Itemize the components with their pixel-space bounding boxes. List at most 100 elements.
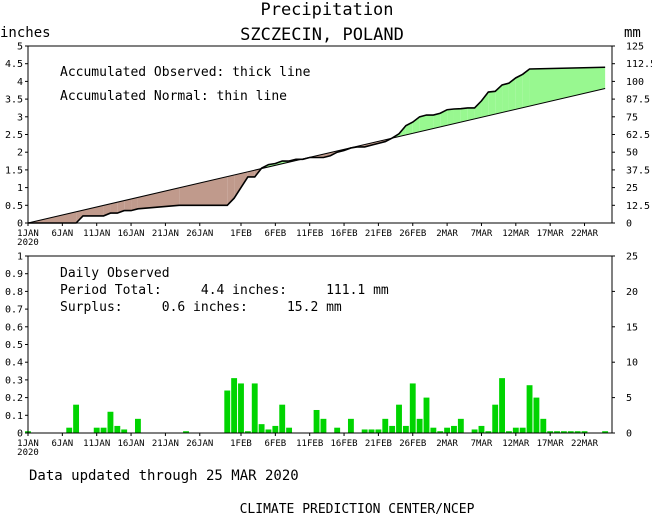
surplus-area	[529, 67, 606, 107]
surplus-area	[440, 109, 448, 127]
daily-bar	[396, 404, 402, 433]
y-tick-label-mm: 37.5	[626, 165, 650, 176]
deficit-area	[103, 203, 111, 216]
y-tick-label-mm: 20	[626, 287, 638, 298]
x-tick-label: 26FEB	[399, 439, 426, 449]
x-tick-label: 17MAR	[537, 229, 565, 239]
y-tick-label-mm: 50	[626, 148, 638, 159]
y-tick-label-inches: 4	[17, 77, 23, 88]
y-tick-label-inches: 0.2	[5, 393, 23, 404]
y-tick-label-mm: 25	[626, 252, 638, 263]
y-tick-label-inches: 0.4	[5, 358, 23, 369]
daily-bar	[451, 425, 457, 433]
x-tick-label: 12MAR	[502, 439, 530, 449]
deficit-area	[179, 176, 228, 206]
daily-bar	[100, 427, 107, 433]
surplus-area	[508, 77, 516, 111]
surplus-area	[460, 107, 468, 123]
x-tick-label: 1JAN	[17, 229, 39, 239]
daily-bar	[107, 411, 114, 433]
daily-bar	[121, 429, 128, 433]
y-tick-label-inches: 0.1	[5, 411, 23, 422]
x-tick-label: 16FEB	[331, 439, 358, 449]
daily-observed-label: Daily Observed	[60, 266, 170, 281]
y-tick-label-inches: 3	[17, 112, 23, 123]
x-tick-label: 21JAN	[152, 229, 179, 239]
accumulated-observed-note: Accumulated Observed: thick line	[60, 65, 311, 80]
daily-bar	[244, 431, 251, 433]
x-tick-label: 17MAR	[537, 439, 565, 449]
daily-bar	[567, 431, 574, 433]
daily-bar	[457, 418, 464, 433]
daily-bar	[347, 418, 354, 433]
x-tick-label: 7MAR	[471, 229, 493, 239]
daily-bar	[492, 404, 499, 433]
deficit-area	[82, 205, 104, 216]
daily-axes: 00.10.20.30.40.50.60.70.80.9105101520251…	[5, 252, 638, 459]
daily-bar	[471, 429, 478, 433]
daily-bar	[437, 431, 444, 433]
x-tick-label: 22MAR	[571, 439, 599, 449]
y-tick-label-mm: 75	[626, 112, 638, 123]
y-tick-label-mm: 15	[626, 322, 638, 333]
x-tick-label: 1JAN	[17, 439, 39, 449]
top-right-unit: mm	[624, 25, 641, 41]
observed-line	[28, 66, 606, 224]
surplus-area	[419, 115, 427, 132]
x-tick-label: 26JAN	[186, 229, 213, 239]
y-tick-label-inches: 0.3	[5, 375, 23, 386]
daily-bar	[224, 390, 231, 433]
x-tick-label: 16FEB	[331, 229, 358, 239]
y-tick-label-inches: 1.5	[5, 165, 23, 176]
y-tick-label-inches: 0	[17, 219, 23, 230]
daily-bar	[430, 427, 437, 433]
y-tick-label-inches: 4.5	[5, 59, 23, 70]
y-tick-label-mm: 112.5	[626, 59, 652, 70]
daily-bar	[368, 429, 375, 433]
daily-bar	[334, 427, 341, 433]
chart-title: Precipitation	[260, 0, 393, 20]
daily-bar	[581, 431, 588, 433]
daily-bar	[279, 404, 286, 433]
y-tick-label-inches: 0.8	[5, 287, 23, 298]
accumulated-normal-note: Accumulated Normal: thin line	[60, 89, 287, 104]
daily-bar	[444, 427, 451, 433]
daily-bar	[533, 397, 540, 433]
daily-bar	[540, 418, 547, 433]
y-tick-label-mm: 5	[626, 393, 632, 404]
daily-bar	[526, 385, 533, 433]
daily-bar	[114, 425, 121, 433]
y-tick-label-inches: 0.9	[5, 269, 23, 280]
x-tick-label: 2MAR	[436, 439, 458, 449]
daily-bar	[375, 429, 382, 433]
deficit-area	[131, 197, 138, 211]
daily-bar	[313, 409, 320, 433]
daily-bar	[73, 404, 80, 433]
daily-bar	[602, 431, 609, 433]
daily-bar	[547, 431, 554, 433]
x-tick-label: 26FEB	[399, 229, 426, 239]
surplus-area	[522, 69, 530, 108]
x-tick-label: 11FEB	[296, 229, 323, 239]
surplus-area	[495, 84, 503, 115]
x-tick-label: 11FEB	[296, 439, 323, 449]
y-tick-label-inches: 2.5	[5, 130, 23, 141]
y-tick-label-inches: 0.5	[5, 340, 23, 351]
chart-subtitle: SZCZECIN, POLAND	[240, 25, 404, 45]
surplus-area	[467, 107, 475, 121]
daily-bar	[66, 427, 73, 433]
daily-bar	[183, 431, 189, 433]
daily-bar	[272, 425, 279, 433]
surplus-area	[481, 92, 489, 118]
y-tick-label-mm: 62.5	[626, 130, 650, 141]
daily-bar	[416, 418, 423, 433]
deficit-area	[117, 200, 125, 214]
y-tick-label-mm: 25	[626, 183, 638, 194]
x-year-label: 2020	[17, 448, 39, 458]
y-tick-label-mm: 100	[626, 77, 644, 88]
daily-bar	[258, 424, 265, 433]
y-tick-label-inches: 0.6	[5, 322, 23, 333]
x-tick-label: 6JAN	[52, 439, 74, 449]
deficit-area	[234, 173, 241, 199]
